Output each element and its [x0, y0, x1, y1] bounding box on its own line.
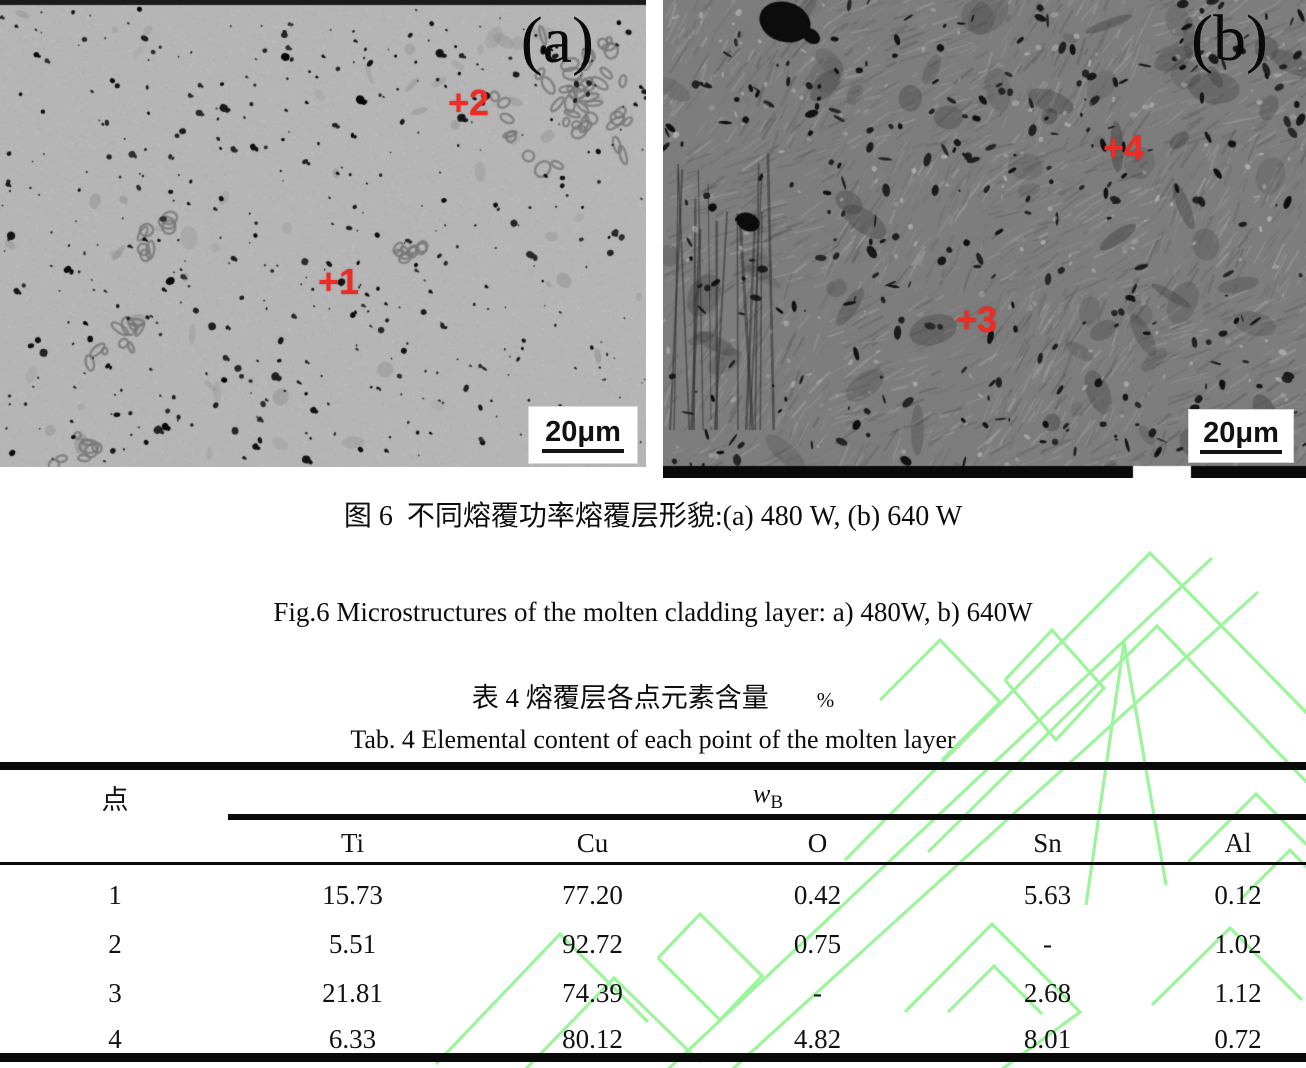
table-row: 4 6.33 80.12 4.82 8.01 0.72 [0, 1016, 1306, 1062]
panel-b-label: (b) [1191, 2, 1268, 75]
scalebar-a-line [542, 449, 624, 454]
column-header-sn: Sn [1033, 827, 1062, 858]
table-header-point: 点 [101, 785, 129, 815]
cell-sn: 5.63 [1023, 880, 1072, 910]
table-title-en: Tab. 4 Elemental content of each point o… [350, 725, 956, 754]
figure-caption-en: Fig.6 Microstructures of the molten clad… [273, 597, 1033, 627]
cell-sn: 8.01 [1023, 1023, 1072, 1054]
table-title-cn: 表 4 熔覆层各点元素含量% [0, 676, 1306, 715]
scalebar-b-label: 20μm [1203, 416, 1279, 449]
cell-al: 0.72 [1214, 1023, 1262, 1054]
eds-point-1-marker: +1 [318, 261, 360, 302]
cell-sn: - [1043, 929, 1052, 959]
cell-point: 4 [108, 1023, 122, 1054]
column-header-al: Al [1224, 827, 1252, 858]
table-row: 3 21.81 74.39 - 2.68 1.12 [0, 969, 1306, 1018]
group-subscript: B [770, 792, 784, 814]
scalebar-b-line [1200, 450, 1282, 455]
cell-point: 3 [108, 978, 122, 1008]
cell-o: 0.42 [793, 880, 842, 910]
table-unit-label: % [816, 688, 835, 712]
table-group-rule [228, 814, 1306, 820]
cell-point: 2 [108, 929, 122, 959]
cell-ti: 6.33 [328, 1023, 377, 1054]
micrograph-a: (a) +2 +1 20μm [0, 0, 646, 467]
cell-o: - [813, 978, 822, 1008]
sem-image-a [0, 0, 646, 467]
scalebar-b: 20μm [1188, 409, 1294, 463]
table-bottom-rule [0, 1053, 1306, 1062]
cell-ti: 5.51 [328, 929, 377, 959]
table-header-rule [0, 862, 1306, 865]
column-header-ti: Ti [340, 827, 365, 858]
scalebar-a: 20μm [528, 406, 638, 464]
panel-a-label: (a) [520, 4, 594, 77]
micrograph-b: (b) +4 +3 20μm [663, 0, 1306, 478]
table-top-rule [0, 762, 1306, 770]
eds-point-4-marker: +4 [1103, 127, 1145, 168]
eds-point-3-marker: +3 [956, 299, 998, 340]
cell-al: 1.02 [1214, 929, 1262, 959]
table-row: 2 5.51 92.72 0.75 - 1.02 [0, 920, 1306, 969]
cell-point: 1 [108, 880, 122, 910]
cell-o: 0.75 [793, 929, 842, 959]
eds-point-2-marker: +2 [448, 82, 490, 123]
cell-al: 1.12 [1214, 978, 1262, 1008]
column-header-o: O [807, 827, 828, 858]
cell-cu: 92.72 [562, 929, 623, 959]
scalebar-a-label: 20μm [545, 415, 621, 448]
cell-al: 0.12 [1214, 880, 1262, 910]
table-title-cn-text: 表 4 熔覆层各点元素含量 [471, 683, 769, 713]
group-symbol: w [752, 779, 771, 808]
cell-ti: 21.81 [322, 978, 383, 1008]
cell-cu: 80.12 [562, 1023, 623, 1054]
cell-cu: 77.20 [562, 880, 623, 910]
sem-image-b [663, 0, 1306, 478]
cell-o: 4.82 [793, 1023, 842, 1054]
table-row: 1 15.73 77.20 0.42 5.63 0.12 [0, 871, 1306, 920]
column-header-cu: Cu [576, 827, 609, 858]
table-header-group: wB [230, 779, 1306, 814]
cell-sn: 2.68 [1023, 978, 1072, 1008]
table-subheader-row: Ti Cu O Sn Al [0, 826, 1306, 860]
cell-cu: 74.39 [562, 978, 623, 1008]
cell-ti: 15.73 [322, 880, 383, 910]
figure-caption-cn: 图 6 不同熔覆功率熔覆层形貌:(a) 480 W, (b) 640 W [343, 501, 963, 532]
